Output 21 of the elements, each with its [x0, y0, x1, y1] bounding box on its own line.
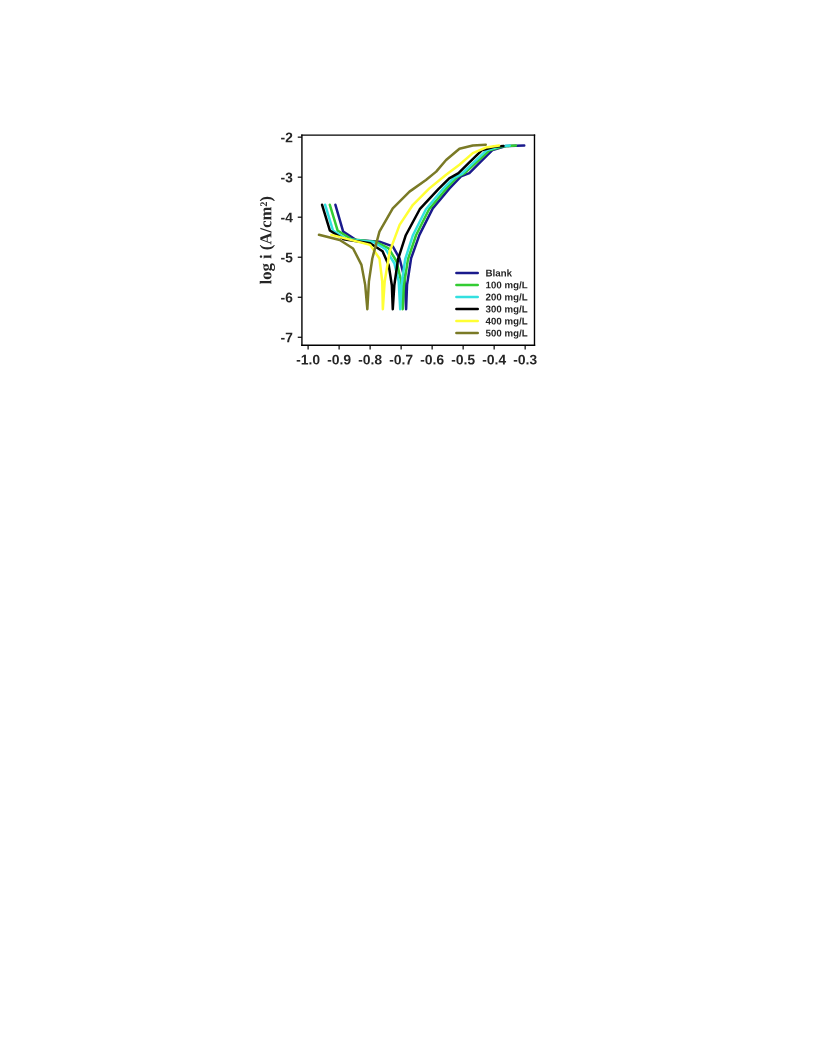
x-tick-label: -0.5: [451, 354, 475, 365]
y-tick-label: -5: [281, 252, 293, 263]
x-tick-label: -0.6: [420, 354, 444, 365]
x-tick-label: -0.9: [327, 354, 351, 365]
x-tick-label: -0.4: [482, 354, 507, 365]
legend-label: 200 mg/L: [485, 293, 528, 303]
y-tick-label: -6: [281, 292, 293, 303]
legend-label: 500 mg/L: [485, 329, 528, 339]
y-tick-label: -7: [281, 332, 293, 343]
legend-label: 100 mg/L: [486, 281, 528, 291]
legend-label: 400 mg/L: [485, 317, 528, 327]
y-tick-label: -3: [281, 172, 293, 183]
y-tick-label: -2: [281, 132, 293, 143]
y-tick-label: -4: [281, 212, 293, 223]
x-tick-label: -1.0: [296, 354, 320, 365]
legend-label: Blank: [486, 269, 513, 277]
y-axis-title: log i (A/cm²): [259, 196, 275, 285]
x-tick-label: -0.7: [389, 354, 413, 365]
x-tick-label: -0.8: [358, 354, 382, 365]
x-tick-label: -0.3: [513, 354, 537, 365]
legend-label: 300 mg/L: [485, 305, 528, 315]
